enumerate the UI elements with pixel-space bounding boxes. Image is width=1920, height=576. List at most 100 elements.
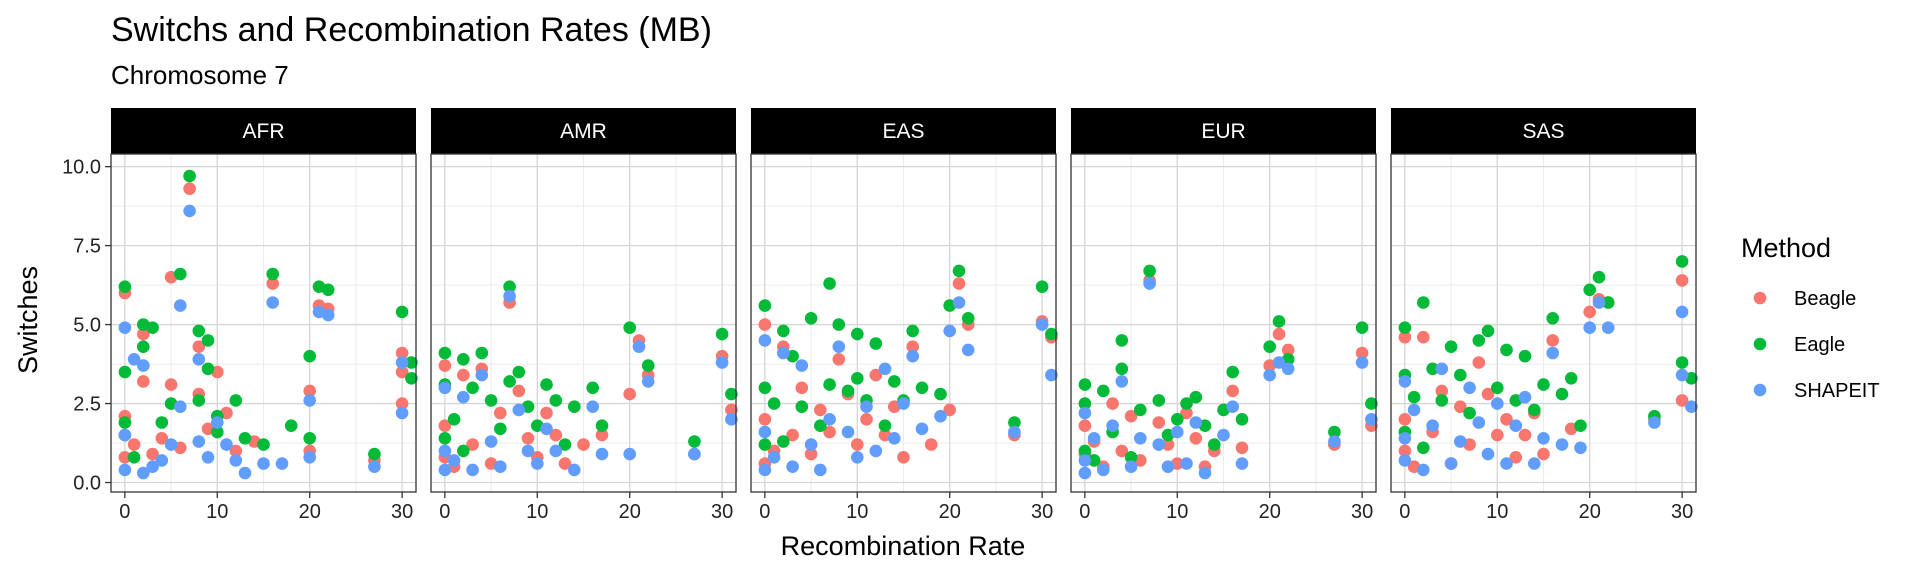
data-point-eagle bbox=[1328, 425, 1341, 439]
data-point-beagle bbox=[814, 403, 827, 417]
legend-entry-eagle: Eagle bbox=[1753, 334, 1845, 356]
data-point-shapeit bbox=[447, 454, 461, 467]
data-point-beagle bbox=[266, 277, 280, 290]
data-point-eagle bbox=[1124, 451, 1138, 464]
data-point-eagle bbox=[1398, 321, 1412, 335]
data-point-eagle bbox=[457, 353, 470, 366]
data-point-beagle bbox=[1491, 428, 1504, 442]
data-point-shapeit bbox=[174, 400, 187, 414]
x-tick-label: 10 bbox=[206, 501, 228, 523]
data-point-eagle bbox=[118, 416, 132, 429]
data-point-shapeit bbox=[1272, 356, 1286, 369]
data-point-beagle bbox=[155, 432, 169, 445]
data-point-shapeit bbox=[758, 334, 772, 347]
data-point-shapeit bbox=[814, 463, 827, 477]
data-point-eagle bbox=[284, 419, 298, 433]
data-point-shapeit bbox=[1675, 368, 1689, 382]
data-point-shapeit bbox=[368, 460, 381, 474]
legend-label: SHAPEIT bbox=[1794, 380, 1880, 402]
data-point-beagle bbox=[303, 384, 317, 398]
data-point-beagle bbox=[438, 419, 452, 433]
facet-panel-afr: AFR 0 10 20 30 0.0 2.5 5.0 7.5 10.0 bbox=[62, 108, 418, 523]
data-point-shapeit bbox=[1500, 457, 1513, 470]
data-point-shapeit bbox=[1161, 460, 1175, 474]
panel-border bbox=[1390, 153, 1697, 493]
data-point-beagle bbox=[1435, 384, 1449, 398]
data-point-shapeit bbox=[1555, 438, 1569, 451]
data-point-shapeit bbox=[164, 438, 178, 451]
facet-panel-eur: EUR 0 10 20 30 bbox=[1070, 108, 1378, 523]
data-point-shapeit bbox=[897, 397, 910, 410]
facet-panel-sas: SAS 0 10 20 30 bbox=[1390, 108, 1698, 523]
data-point-beagle bbox=[725, 403, 738, 417]
data-point-eagle bbox=[303, 432, 317, 445]
data-point-eagle bbox=[183, 169, 196, 183]
data-point-eagle bbox=[127, 451, 141, 464]
x-tick-label: 20 bbox=[299, 501, 321, 523]
x-tick-label: 20 bbox=[1579, 501, 1601, 523]
data-point-beagle bbox=[1281, 343, 1295, 357]
data-point-shapeit bbox=[531, 457, 544, 470]
data-point-beagle bbox=[466, 438, 479, 451]
data-point-eagle bbox=[1675, 255, 1689, 268]
data-point-eagle bbox=[1472, 334, 1486, 347]
facet-strip bbox=[111, 108, 416, 154]
data-point-shapeit bbox=[952, 296, 966, 309]
data-point-shapeit bbox=[1143, 277, 1156, 290]
data-point-eagle bbox=[1263, 340, 1276, 354]
data-point-shapeit bbox=[457, 390, 470, 404]
y-axis-title: Switches bbox=[13, 266, 43, 374]
data-point-shapeit bbox=[1546, 346, 1559, 360]
data-point-shapeit bbox=[1648, 416, 1661, 429]
data-point-eagle bbox=[540, 378, 553, 391]
data-point-shapeit bbox=[192, 435, 206, 448]
data-point-eagle bbox=[1078, 444, 1092, 458]
data-point-eagle bbox=[777, 435, 790, 448]
data-point-shapeit bbox=[484, 435, 498, 448]
data-point-eagle bbox=[777, 324, 790, 338]
data-point-eagle bbox=[118, 280, 132, 294]
data-point-shapeit bbox=[715, 356, 729, 369]
data-point-eagle bbox=[1078, 378, 1092, 391]
data-point-beagle bbox=[146, 447, 159, 461]
data-point-beagle bbox=[457, 368, 470, 382]
data-point-eagle bbox=[155, 416, 169, 429]
data-point-beagle bbox=[1546, 334, 1559, 347]
data-point-beagle bbox=[1583, 305, 1596, 319]
data-point-shapeit bbox=[869, 444, 883, 458]
data-point-eagle bbox=[568, 400, 581, 414]
data-point-eagle bbox=[257, 438, 270, 451]
data-point-shapeit bbox=[641, 375, 655, 388]
data-point-beagle bbox=[1417, 330, 1430, 344]
legend-entry-beagle: Beagle bbox=[1753, 288, 1856, 310]
data-point-eagle bbox=[1365, 397, 1378, 410]
facet-panel-amr: AMR 0 10 20 30 bbox=[430, 108, 738, 523]
data-point-eagle bbox=[961, 312, 975, 325]
data-point-eagle bbox=[888, 375, 901, 388]
data-point-shapeit bbox=[1078, 466, 1092, 480]
x-tick-label: 30 bbox=[1351, 501, 1373, 523]
legend-entry-shapeit: SHAPEIT bbox=[1753, 380, 1880, 402]
x-tick-label: 0 bbox=[439, 501, 450, 523]
data-point-shapeit bbox=[1198, 466, 1212, 480]
data-point-shapeit bbox=[1078, 454, 1092, 467]
data-point-eagle bbox=[878, 419, 892, 433]
data-point-beagle bbox=[1115, 444, 1129, 458]
data-point-eagle bbox=[715, 327, 729, 341]
data-point-eagle bbox=[1500, 343, 1513, 357]
x-axis-title: Recombination Rate bbox=[781, 531, 1026, 561]
y-tick-label: 10.0 bbox=[62, 157, 101, 179]
data-point-eagle bbox=[1555, 387, 1569, 401]
data-point-eagle bbox=[118, 365, 132, 379]
data-point-shapeit bbox=[1481, 447, 1495, 461]
data-point-shapeit bbox=[1008, 425, 1021, 439]
data-point-beagle bbox=[1106, 397, 1119, 410]
data-point-shapeit bbox=[568, 463, 581, 477]
data-point-shapeit bbox=[758, 463, 772, 477]
x-tick-label: 10 bbox=[846, 501, 868, 523]
data-point-beagle bbox=[758, 413, 772, 426]
data-point-shapeit bbox=[118, 321, 132, 335]
data-point-beagle bbox=[1161, 438, 1175, 451]
data-point-shapeit bbox=[1328, 435, 1341, 448]
data-point-eagle bbox=[1087, 454, 1101, 467]
